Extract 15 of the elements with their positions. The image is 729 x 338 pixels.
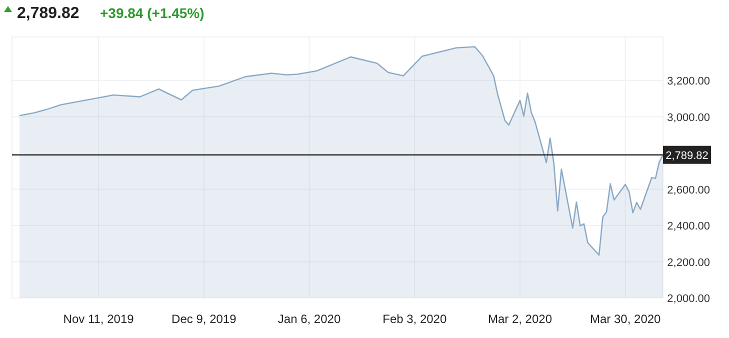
x-tick-label: Feb 3, 2020 (382, 312, 447, 326)
y-tick-label: 2,400.00 (667, 220, 710, 232)
ref-line-label: 2,789.82 (666, 150, 708, 162)
chart-title: 2,789.82 (17, 5, 80, 22)
y-tick-label: 2,600.00 (667, 184, 710, 196)
y-tick-label: 2,200.00 (667, 256, 710, 269)
x-tick-label: Dec 9, 2019 (172, 312, 237, 326)
x-tick-label: Mar 2, 2020 (488, 312, 552, 326)
y-tick-label: 3,200.00 (667, 76, 710, 88)
x-tick-label: Jan 6, 2020 (278, 312, 341, 326)
y-tick-label: 3,000.00 (667, 112, 710, 124)
chart-subtitle: +39.84 (+1.45%) (100, 5, 204, 21)
y-tick-label: 2,000.00 (667, 293, 710, 305)
x-tick-label: Mar 30, 2020 (590, 312, 662, 326)
x-tick-label: Nov 11, 2019 (63, 312, 134, 326)
